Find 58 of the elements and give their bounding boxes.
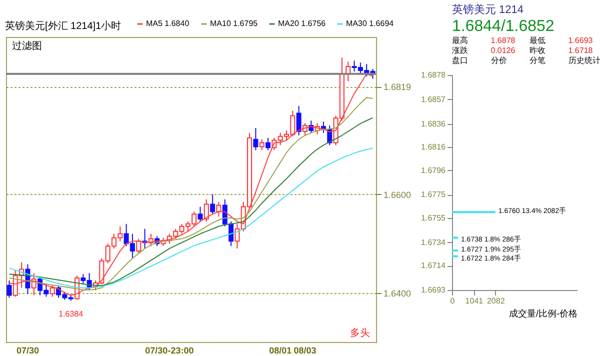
text: 昨收 (530, 46, 546, 55)
text: 盘口 (452, 56, 468, 65)
y-tick-label: 1.6836 (421, 119, 446, 128)
chart-title: 英镑美元 1214 (452, 3, 524, 16)
bar (452, 236, 458, 239)
x-tick-label: 07/30 (16, 346, 39, 356)
y-tick-label: 1.6693 (421, 286, 446, 294)
y-tick-label: 1.6816 (421, 142, 446, 152)
legend-label: MA20 1.6756 (278, 19, 326, 28)
x-tick-label: 1041 (465, 296, 484, 306)
text: 分笔 (530, 56, 546, 65)
chart-subtitle: 过滤图 (12, 40, 42, 52)
x-tick-label: 08/01 (269, 346, 292, 356)
chart-title: 英镑美元[外汇 1214]1小时 (5, 20, 122, 32)
legend-label: MA30 1.6694 (346, 19, 394, 28)
candlestick (259, 138, 264, 151)
y-tick-label: 1.6796 (421, 166, 446, 175)
y-tick-label: 1.6734 (421, 238, 446, 247)
text: 历史统计 (568, 56, 600, 65)
legend-label: MA5 1.6840 (146, 19, 190, 28)
annotation: 1.6384 (58, 310, 84, 319)
x-tick-label: 07/30-23:00 (145, 346, 194, 356)
candlestick (296, 105, 302, 136)
x-tick-label: 08/03 (294, 346, 316, 356)
text: 最高 (452, 36, 468, 45)
y-tick-label: 1.6878 (421, 70, 446, 80)
text: 涨跌 (452, 46, 468, 55)
candlestick (136, 238, 142, 254)
candlestick (204, 198, 209, 222)
x-axis-title: 成交量/比例-价格 (509, 308, 578, 318)
candlestick (6, 280, 12, 298)
y-tick-label: 1.6857 (421, 94, 446, 104)
y-tick-label: 1.6819 (384, 82, 412, 92)
y-tick-label: 1.6400 (384, 288, 412, 298)
x-tick-label: 2082 (486, 296, 506, 306)
candlestick (253, 128, 258, 151)
candlestick (198, 206, 203, 222)
candlestick (210, 194, 216, 215)
text: 1.6718 (568, 46, 594, 55)
bar (452, 255, 458, 258)
y-tick-label: 1.6600 (384, 190, 412, 200)
bar (452, 211, 496, 214)
bar (452, 249, 458, 252)
text: 1.6878 (490, 36, 516, 45)
text: 1.6693 (568, 36, 594, 45)
y-tick-label: 1.6755 (421, 213, 446, 222)
y-tick-label: 1.6775 (421, 190, 446, 200)
text: 0.0126 (490, 46, 516, 55)
text: 分价 (490, 56, 507, 65)
legend-label: MA10 1.6795 (210, 19, 258, 28)
y-tick-label: 1.6714 (421, 261, 446, 270)
candlestick (50, 284, 55, 298)
annotation: 多头 (350, 327, 370, 339)
chart-subtitle: 1.6844/1.6852 (452, 18, 554, 35)
candlestick (216, 201, 222, 218)
text: 最低 (530, 36, 546, 45)
x-tick-label: 0 (450, 296, 456, 306)
candlestick (266, 137, 271, 151)
